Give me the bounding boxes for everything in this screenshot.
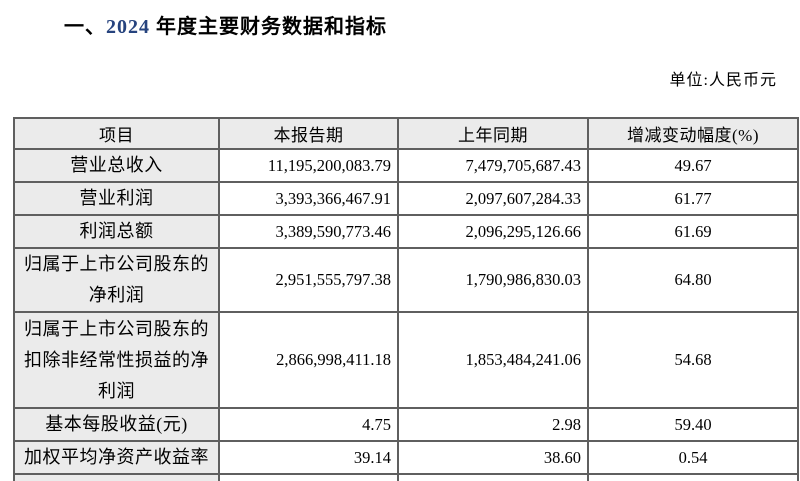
page-title-suffix: 年度主要财务数据和指标: [150, 16, 387, 38]
table-row-partial: [13, 473, 799, 481]
financial-data-table: 项目 本报告期 上年同期 增减变动幅度(%) 营业总收入 11,195,200,0…: [13, 117, 799, 481]
financial-table-body: 营业总收入 11,195,200,083.79 7,479,705,687.43 49…: [13, 148, 799, 475]
row-1-current: 3,393,366,467.91: [218, 181, 399, 216]
table-row: 营业利润 3,393,366,467.91 2,097,607,284.33 61.7…: [13, 181, 799, 216]
row-3-current: 2,951,555,797.38: [218, 247, 399, 313]
table-row: 基本每股收益(元) 4.75 2.98 59.40: [13, 407, 799, 442]
header-current-period: 本报告期: [218, 117, 399, 150]
table-partial-row-container: [13, 473, 799, 481]
row-5-change: 59.40: [587, 407, 799, 442]
page-title-prefix: 一、: [64, 16, 106, 38]
table-row: 利润总额 3,389,590,773.46 2,096,295,126.66 61.6…: [13, 214, 799, 249]
row-2-current: 3,389,590,773.46: [218, 214, 399, 249]
row-0-current: 11,195,200,083.79: [218, 148, 399, 183]
row-6-prior: 38.60: [397, 440, 589, 475]
row-4-prior: 1,853,484,241.06: [397, 311, 589, 409]
table-row: 归属于上市公司股东的净利润 2,951,555,797.38 1,790,986,8…: [13, 247, 799, 313]
partial-change-cell: [587, 473, 799, 481]
row-6-label: 加权平均净资产收益率: [13, 440, 220, 475]
row-1-prior: 2,097,607,284.33: [397, 181, 589, 216]
row-6-change: 0.54: [587, 440, 799, 475]
table-row: 营业总收入 11,195,200,083.79 7,479,705,687.43 49…: [13, 148, 799, 183]
header-item: 项目: [13, 117, 220, 150]
row-2-label: 利润总额: [13, 214, 220, 249]
page-title: 一、2024 年度主要财务数据和指标: [64, 10, 387, 39]
header-prior-period: 上年同期: [397, 117, 589, 150]
row-2-prior: 2,096,295,126.66: [397, 214, 589, 249]
row-1-change: 61.77: [587, 181, 799, 216]
table-row: 归属于上市公司股东的扣除非经常性损益的净利润 2,866,998,411.18 1,…: [13, 311, 799, 409]
row-0-prior: 7,479,705,687.43: [397, 148, 589, 183]
row-0-label: 营业总收入: [13, 148, 220, 183]
row-2-change: 61.69: [587, 214, 799, 249]
partial-label-cell: [13, 473, 220, 481]
row-6-current: 39.14: [218, 440, 399, 475]
partial-current-cell: [218, 473, 399, 481]
header-change-percent: 增减变动幅度(%): [587, 117, 799, 150]
table-header-row: 项目 本报告期 上年同期 增减变动幅度(%): [13, 117, 799, 150]
row-5-prior: 2.98: [397, 407, 589, 442]
row-4-change: 54.68: [587, 311, 799, 409]
partial-prior-cell: [397, 473, 589, 481]
row-4-label: 归属于上市公司股东的扣除非经常性损益的净利润: [13, 311, 220, 409]
row-3-change: 64.80: [587, 247, 799, 313]
table-row: 加权平均净资产收益率 39.14 38.60 0.54: [13, 440, 799, 475]
row-5-current: 4.75: [218, 407, 399, 442]
row-3-label: 归属于上市公司股东的净利润: [13, 247, 220, 313]
row-4-current: 2,866,998,411.18: [218, 311, 399, 409]
table-header: 项目 本报告期 上年同期 增减变动幅度(%): [13, 117, 799, 150]
row-5-label: 基本每股收益(元): [13, 407, 220, 442]
unit-label: 单位:人民币元: [669, 72, 777, 89]
title-year: 2024: [106, 16, 150, 38]
row-3-prior: 1,790,986,830.03: [397, 247, 589, 313]
row-1-label: 营业利润: [13, 181, 220, 216]
row-0-change: 49.67: [587, 148, 799, 183]
